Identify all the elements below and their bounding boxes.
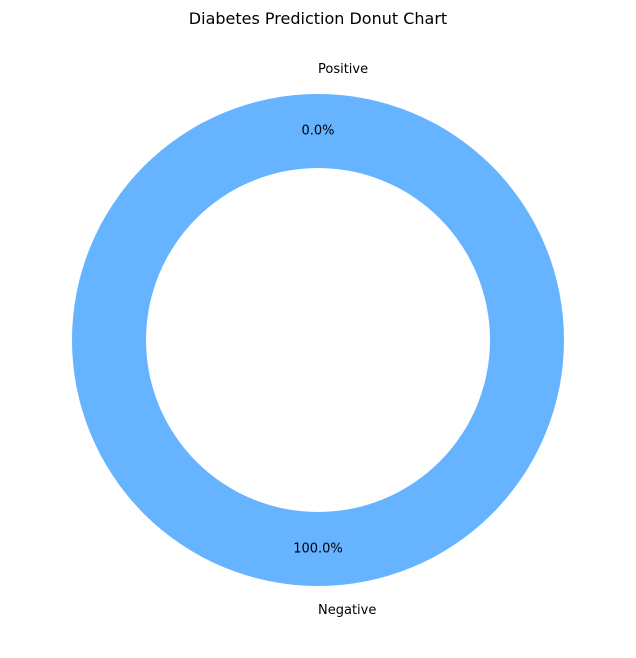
percent-label-positive: 0.0% bbox=[301, 123, 334, 138]
slice-negative bbox=[72, 94, 564, 586]
category-label-positive: Positive bbox=[318, 62, 368, 77]
donut-slices bbox=[72, 94, 564, 586]
chart-title: Diabetes Prediction Donut Chart bbox=[189, 9, 447, 28]
category-label-negative: Negative bbox=[318, 603, 376, 618]
percent-label-negative: 100.0% bbox=[293, 542, 343, 557]
donut-labels: Negative 100.0% Positive 0.0% bbox=[293, 62, 376, 618]
